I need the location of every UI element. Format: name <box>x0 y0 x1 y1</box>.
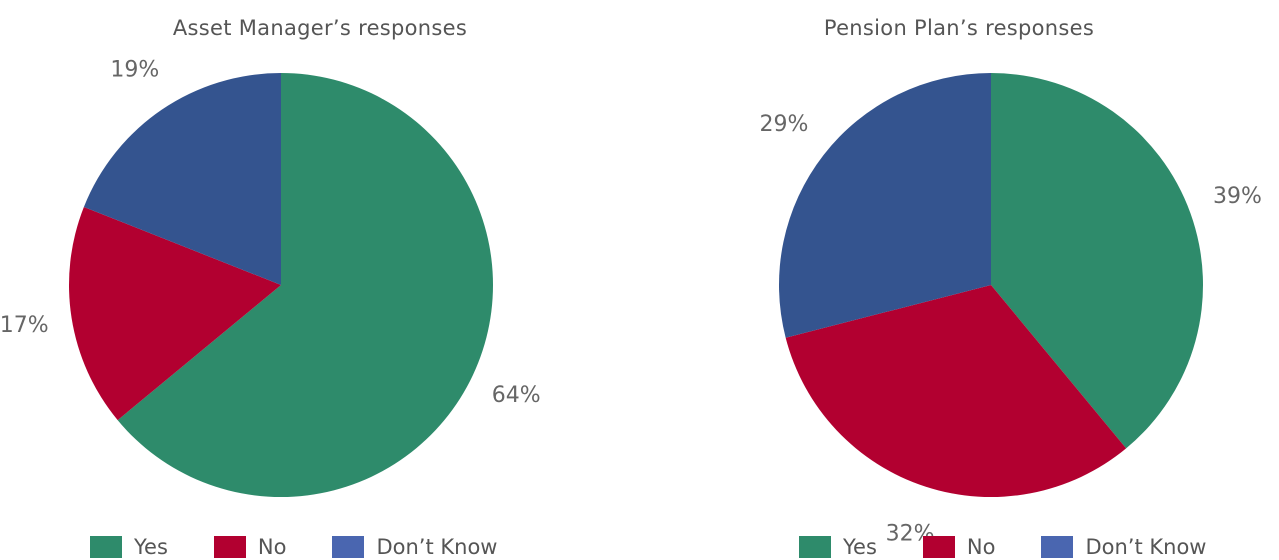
legend-swatch-yes <box>90 536 122 558</box>
legend-item-dont-know: Don’t Know <box>332 535 498 559</box>
pie-chart: 64% 17% 19% <box>0 57 541 498</box>
pie-slice-yes <box>117 73 494 498</box>
legend-label-dont-know: Don’t Know <box>1085 535 1207 559</box>
data-label-dont-know: 19% <box>110 57 159 82</box>
legend-label-yes: Yes <box>134 535 168 559</box>
pie-slice-no <box>785 285 1127 497</box>
legend-item-yes: Yes <box>90 535 168 559</box>
legend-label-no: No <box>966 535 996 559</box>
legend-item-no: No <box>922 535 996 559</box>
pie-chart: 39%32%29% <box>760 73 1262 547</box>
data-label-yes: 39% <box>1213 184 1262 209</box>
pie-slice-yes <box>991 73 1203 449</box>
asset-manager-chart: Asset Manager’s responses 64% 17% 19% Yes … <box>0 16 541 559</box>
pie-slice-dont-know <box>779 73 991 338</box>
chart-title: Pension Plan’s responses <box>823 16 1095 40</box>
legend-item-no: No <box>213 535 287 559</box>
legend-swatch-no <box>213 536 246 558</box>
legend-item-dont-know: Don’t Know <box>1041 535 1207 559</box>
chart-title: Asset Manager’s responses <box>172 16 468 40</box>
legend-label-dont-know: Don’t Know <box>376 535 498 559</box>
legend-label-no: No <box>257 535 287 559</box>
pie-slice-no <box>69 206 281 421</box>
data-label-yes: 64% <box>492 383 541 408</box>
pie-slice-dont-know <box>83 73 281 285</box>
legend: Yes No Don’t Know <box>799 535 1207 559</box>
legend-item-yes: Yes <box>799 535 877 559</box>
legend-swatch-dont-know <box>1041 536 1074 558</box>
data-label-no: 17% <box>0 313 49 338</box>
pension-plan-chart: Pension Plan’s responses 39% 32% 29% Yes N… <box>639 0 1279 560</box>
legend-swatch-dont-know <box>332 536 365 558</box>
data-label-dont-know: 29% <box>760 112 809 137</box>
legend-swatch-yes <box>799 536 831 558</box>
legend-swatch-no <box>922 536 955 558</box>
legend: Yes No Don’t Know <box>90 535 498 559</box>
legend-label-yes: Yes <box>843 535 877 559</box>
